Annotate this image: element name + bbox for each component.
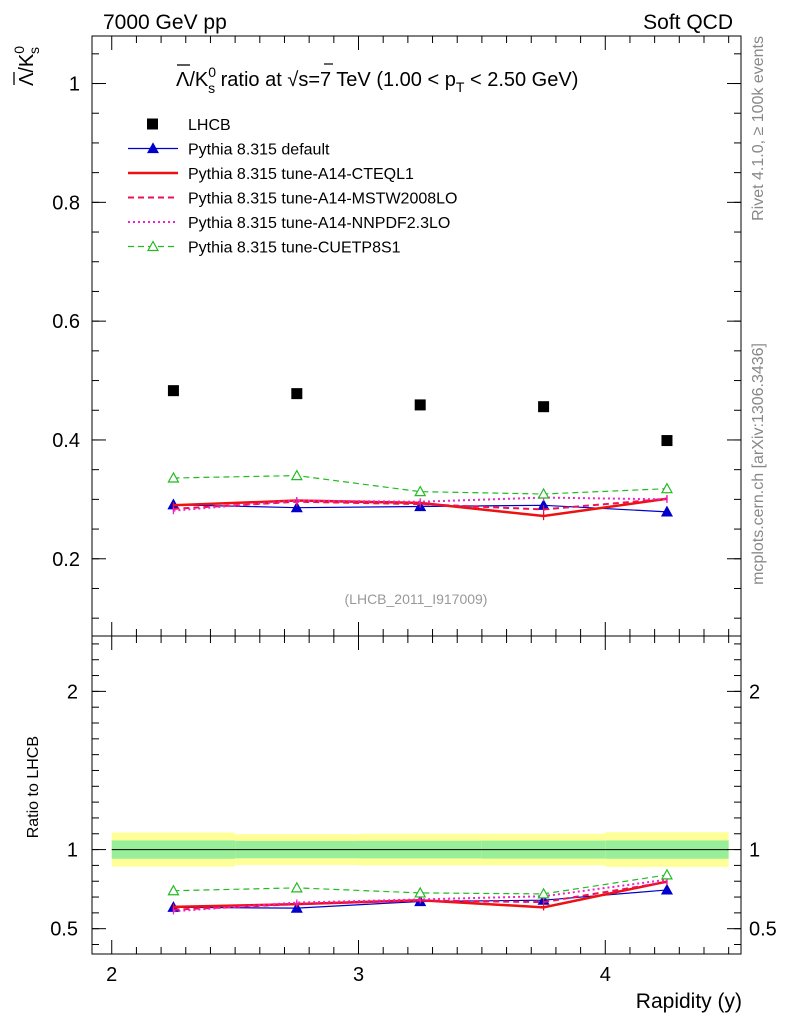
legend-label: Pythia 8.315 tune-A14-MSTW2008LO [188, 191, 457, 208]
ratio-y-tick-label-right: 2 [749, 681, 760, 703]
y-tick-label: 0.8 [52, 192, 80, 214]
ratio-triangle-marker [662, 885, 672, 894]
y-tick-label: 1 [69, 74, 80, 96]
main-panel: 0.20.40.60.81 Λ/K0 s ratio at √s=7 TeV (1… [11, 36, 741, 636]
open-triangle-marker [292, 471, 302, 480]
title-sqrt: √ [287, 69, 298, 91]
legend-item: Pythia 8.315 tune-CUETP8S1 [128, 240, 401, 257]
ratio-open-triangle-marker [292, 883, 302, 892]
legend-item: Pythia 8.315 tune-A14-NNPDF2.3LO [128, 215, 450, 232]
open-triangle-marker [662, 484, 672, 493]
ratio-series [168, 870, 672, 915]
ratio-x-axis: 2 3 4 [106, 636, 728, 986]
legend-item: Pythia 8.315 tune-A14-MSTW2008LO [128, 191, 457, 208]
category-label: Soft QCD [643, 11, 733, 34]
ylabel-sub: s [26, 47, 42, 54]
main-series [168, 385, 673, 520]
legend-marker [147, 119, 158, 130]
series-5 [168, 471, 672, 498]
chart-figure: 7000 GeV pp Soft QCD Rivet 4.1.0, ≥ 100k… [0, 0, 786, 1024]
ratio-y-tick-label: 1 [67, 840, 78, 862]
legend-label: Pythia 8.315 tune-A14-CTEQL1 [188, 166, 414, 183]
ratio-open-triangle-marker [662, 870, 672, 879]
title-suffix: < 2.50 GeV) [464, 69, 578, 91]
data-point [538, 401, 549, 412]
svg-text:Λ/K0s: Λ/K0s [11, 46, 42, 86]
ratio-y-tick-label: 2 [67, 681, 78, 703]
legend-item: Pythia 8.315 tune-A14-CTEQL1 [128, 166, 414, 183]
y-tick-label: 0.2 [52, 549, 80, 571]
x-tick-label: 3 [353, 964, 364, 986]
series-0 [168, 385, 673, 446]
data-point [291, 388, 302, 399]
ratio-y-tick-label-right: 1 [749, 840, 760, 862]
title-prefix: /K [189, 69, 209, 91]
legend: LHCB Pythia 8.315 default Pythia 8.315 tun… [128, 117, 457, 257]
y-tick-label: 0.4 [52, 430, 80, 452]
title-lambda: Λ [176, 69, 190, 91]
main-y-label: Λ/K0s [11, 46, 42, 86]
x-tick-label: 2 [106, 964, 117, 986]
title-mid: ratio at [215, 69, 287, 91]
title-sqrt-s: s=7 TeV (1.00 < p [298, 69, 456, 91]
data-point [415, 399, 426, 410]
ylabel-lambda: Λ [16, 72, 38, 86]
mcplots-label: mcplots.cern.ch [arXiv:1306.3436] [750, 343, 767, 585]
ratio-y-tick-label-right: 0.5 [749, 919, 777, 941]
legend-label: Pythia 8.315 tune-A14-NNPDF2.3LO [188, 215, 450, 232]
rivet-label: Rivet 4.1.0, ≥ 100k events [750, 36, 767, 221]
y-tick-label: 0.6 [52, 311, 80, 333]
ylabel-sup: 0 [11, 46, 27, 54]
ratio-y-tick-label: 0.5 [50, 919, 78, 941]
analysis-id: (LHCB_2011_I917009) [345, 591, 488, 607]
title-sub: s [208, 80, 215, 96]
x-tick-label: 4 [600, 964, 611, 986]
data-point [661, 435, 672, 446]
data-point [168, 385, 179, 396]
x-axis-label: Rapidity (y) [636, 990, 742, 1013]
ratio-y-label: Ratio to LHCB [25, 736, 42, 838]
legend-item: Pythia 8.315 default [128, 142, 330, 159]
energy-label: 7000 GeV pp [103, 11, 227, 34]
legend-item: LHCB [147, 117, 231, 134]
legend-label: LHCB [188, 117, 231, 134]
ylabel-k: /K [16, 53, 38, 73]
ratio-panel: 0.5 0.5 1 1 2 2 2 3 4 Ratio to LHCB Rapidity (y… [25, 636, 777, 1013]
main-y-axis: 0.2 0.4 0.6 0.8 1 [52, 54, 741, 618]
legend-label: Pythia 8.315 tune-CUETP8S1 [188, 240, 401, 257]
chart-title: Λ/K0 s ratio at √s=7 TeV (1.00 < pT < 2.5… [176, 64, 578, 96]
legend-label: Pythia 8.315 default [188, 142, 330, 159]
